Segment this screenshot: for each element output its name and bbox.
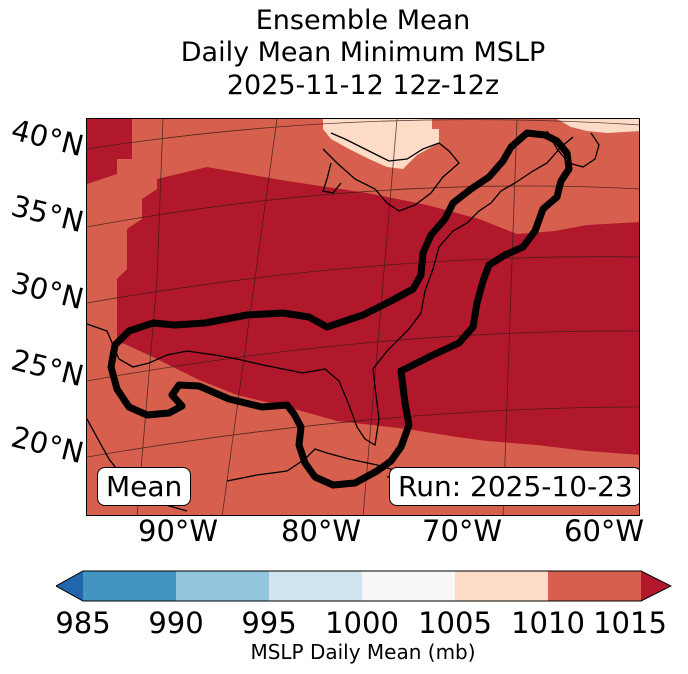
colorbar-label: MSLP Daily Mean (mb): [250, 640, 476, 664]
colorbar-tick-1010: 1010: [511, 606, 585, 640]
pressure-fill-1005: [323, 119, 639, 169]
colorbar-tick-1005: 1005: [418, 606, 492, 640]
colorbar-segment-985-990: [83, 571, 176, 601]
colorbar-tick-990: 990: [148, 606, 204, 640]
colorbar: [56, 570, 672, 602]
lon-label-70w: 70°W: [422, 514, 503, 548]
colorbar-segment-990-995: [176, 571, 269, 601]
colorbar-segment-1005-1010: [455, 571, 548, 601]
title-line-3: 2025-11-12 12z-12z: [226, 70, 500, 101]
mean-badge: Mean: [97, 467, 192, 506]
graticule: [87, 119, 639, 515]
lat-label-35: 35°N: [7, 188, 88, 240]
lat-label-20: 20°N: [7, 419, 88, 471]
title-line-2: Daily Mean Minimum MSLP: [180, 37, 546, 68]
map-panel: Mean Run: 2025-10-23: [86, 118, 640, 516]
lat-label-40: 40°N: [7, 112, 88, 164]
colorbar-segment-1000-1005: [362, 571, 455, 601]
colorbar-segment-1010-1015: [548, 571, 641, 601]
lon-label-60w: 60°W: [564, 514, 645, 548]
colorbar-extend-high: [641, 571, 671, 601]
lat-label-30: 30°N: [7, 265, 88, 317]
pressure-fill-above-1015: [87, 119, 639, 455]
title-line-1: Ensemble Mean: [255, 5, 471, 36]
lon-label-80w: 80°W: [281, 514, 362, 548]
colorbar-extend-low: [56, 571, 83, 601]
map-canvas: [87, 119, 639, 515]
contour-1015: [107, 129, 573, 489]
colorbar-segment-995-1000: [269, 571, 362, 601]
colorbar-tick-995: 995: [241, 606, 297, 640]
lat-label-25: 25°N: [7, 342, 88, 394]
run-date-badge: Run: 2025-10-23: [389, 467, 639, 506]
colorbar-tick-1015: 1015: [593, 606, 667, 640]
lon-label-90w: 90°W: [138, 514, 219, 548]
colorbar-tick-985: 985: [55, 606, 111, 640]
colorbar-tick-1000: 1000: [325, 606, 399, 640]
